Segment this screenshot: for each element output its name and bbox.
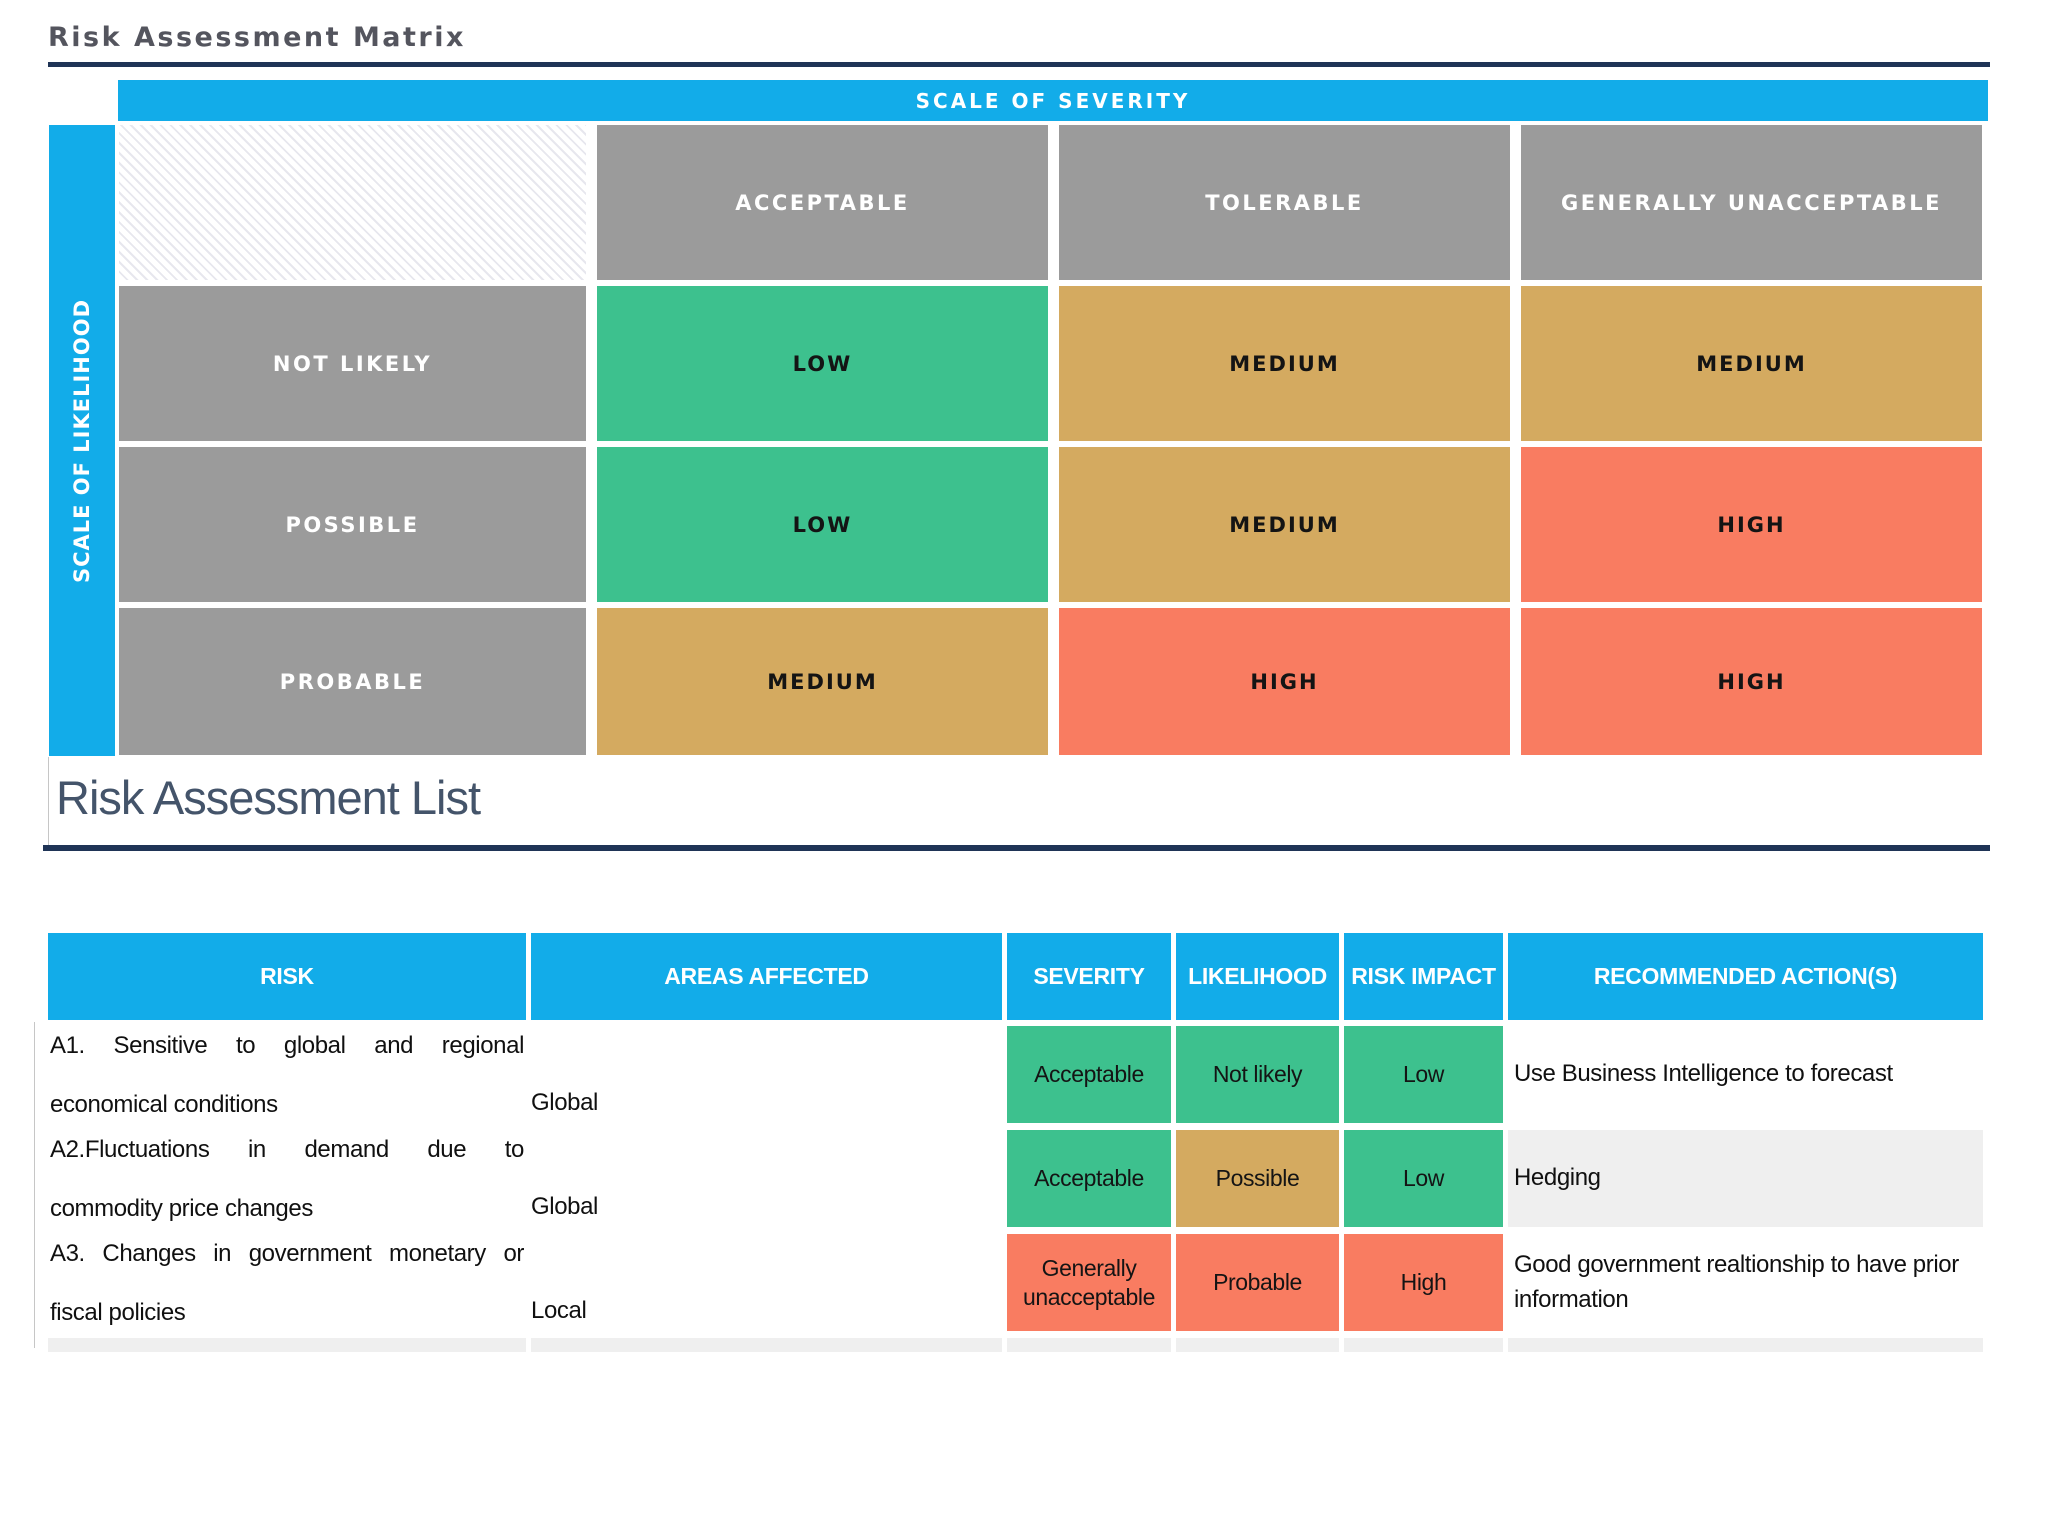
severity-scale-label: SCALE OF SEVERITY bbox=[915, 88, 1191, 113]
empty-cell[interactable] bbox=[1344, 1338, 1503, 1352]
matrix-cell[interactable]: MEDIUM bbox=[1059, 286, 1510, 441]
severity-cell[interactable]: Generally unacceptable bbox=[1007, 1234, 1171, 1331]
list-title: Risk Assessment List bbox=[56, 771, 481, 824]
empty-cell[interactable] bbox=[1007, 1338, 1171, 1352]
matrix-row-header-possible[interactable]: POSSIBLE bbox=[119, 447, 586, 602]
risk-list-header-row: RISK AREAS AFFECTED SEVERITY LIKELIHOOD … bbox=[48, 933, 1988, 1020]
matrix-col-header-tolerable[interactable]: TOLERABLE bbox=[1059, 125, 1510, 280]
matrix-row-header-probable[interactable]: PROBABLE bbox=[119, 608, 586, 755]
area-affected-cell[interactable]: Global bbox=[531, 1089, 598, 1116]
risk-text-line1: A1. Sensitive to global and regional bbox=[50, 1032, 524, 1059]
risk-text-line2: economical conditions bbox=[50, 1091, 278, 1118]
recommended-action-cell[interactable]: Use Business Intelligence to forecast bbox=[1514, 1060, 1893, 1088]
col-header-severity[interactable]: SEVERITY bbox=[1007, 933, 1171, 1020]
matrix-cell[interactable]: HIGH bbox=[1521, 608, 1982, 755]
col-header-risk[interactable]: RISK bbox=[48, 933, 526, 1020]
recommended-action-cell[interactable]: Hedging bbox=[1508, 1130, 1983, 1227]
matrix-col-header-generally-unacceptable[interactable]: GENERALLY UNACCEPTABLE bbox=[1521, 125, 1982, 280]
severity-cell[interactable]: Acceptable bbox=[1007, 1130, 1171, 1227]
col-header-recommended-actions[interactable]: RECOMMENDED ACTION(S) bbox=[1508, 933, 1983, 1020]
matrix-cell[interactable]: HIGH bbox=[1521, 447, 1982, 602]
risk-impact-cell[interactable]: High bbox=[1344, 1234, 1503, 1331]
risk-text-line2: commodity price changes bbox=[50, 1195, 313, 1222]
severity-cell[interactable]: Acceptable bbox=[1007, 1026, 1171, 1123]
risk-list-table: RISK AREAS AFFECTED SEVERITY LIKELIHOOD … bbox=[48, 933, 1988, 1352]
col-header-areas-affected[interactable]: AREAS AFFECTED bbox=[531, 933, 1002, 1020]
matrix-cell[interactable]: HIGH bbox=[1059, 608, 1510, 755]
area-affected-cell[interactable]: Local bbox=[531, 1297, 587, 1324]
empty-cell[interactable] bbox=[531, 1338, 1002, 1352]
severity-scale-header[interactable]: SCALE OF SEVERITY bbox=[118, 80, 1988, 121]
empty-cell[interactable] bbox=[48, 1338, 526, 1352]
risk-text-line2: fiscal policies bbox=[50, 1299, 186, 1326]
gridline bbox=[34, 1022, 35, 1348]
risk-impact-cell[interactable]: Low bbox=[1344, 1130, 1503, 1227]
risk-impact-cell[interactable]: Low bbox=[1344, 1026, 1503, 1123]
risk-text-line1: A2.Fluctuations in demand due to bbox=[50, 1136, 524, 1163]
matrix-cell[interactable]: MEDIUM bbox=[1059, 447, 1510, 602]
likelihood-scale-label: SCALE OF LIKELIHOOD bbox=[70, 298, 94, 583]
table-row: A2.Fluctuations in demand due to commodi… bbox=[48, 1130, 1988, 1227]
empty-row bbox=[48, 1338, 1988, 1352]
matrix-col-header-acceptable[interactable]: ACCEPTABLE bbox=[597, 125, 1048, 280]
likelihood-cell[interactable]: Not likely bbox=[1176, 1026, 1339, 1123]
matrix-title-block: Risk Assessment Matrix bbox=[48, 22, 1990, 67]
matrix-row-header-not-likely[interactable]: NOT LIKELY bbox=[119, 286, 586, 441]
risk-cell[interactable]: A1. Sensitive to global and regional eco… bbox=[48, 1026, 526, 1123]
matrix-cell[interactable]: MEDIUM bbox=[1521, 286, 1982, 441]
area-affected-cell[interactable]: Global bbox=[531, 1193, 598, 1220]
col-header-likelihood[interactable]: LIKELIHOOD bbox=[1176, 933, 1339, 1020]
empty-cell[interactable] bbox=[1176, 1338, 1339, 1352]
likelihood-cell[interactable]: Probable bbox=[1176, 1234, 1339, 1331]
gridline bbox=[48, 757, 49, 845]
matrix-cell[interactable]: MEDIUM bbox=[597, 608, 1048, 755]
table-row: A3. Changes in government monetary or fi… bbox=[48, 1234, 1988, 1331]
matrix-cell[interactable]: LOW bbox=[597, 286, 1048, 441]
table-row: A1. Sensitive to global and regional eco… bbox=[48, 1026, 1988, 1123]
matrix-title: Risk Assessment Matrix bbox=[48, 22, 466, 53]
matrix-cell[interactable]: LOW bbox=[597, 447, 1048, 602]
col-header-risk-impact[interactable]: RISK IMPACT bbox=[1344, 933, 1503, 1020]
recommended-action-cell[interactable]: Good government realtionship to have pri… bbox=[1514, 1250, 1959, 1313]
likelihood-cell[interactable]: Possible bbox=[1176, 1130, 1339, 1227]
risk-cell[interactable]: A3. Changes in government monetary or fi… bbox=[48, 1234, 526, 1331]
risk-cell[interactable]: A2.Fluctuations in demand due to commodi… bbox=[48, 1130, 526, 1227]
matrix-corner-cell[interactable] bbox=[119, 125, 586, 280]
risk-text-line1: A3. Changes in government monetary or bbox=[50, 1240, 524, 1267]
likelihood-scale-header[interactable]: SCALE OF LIKELIHOOD bbox=[49, 125, 115, 756]
list-title-rule bbox=[43, 845, 1990, 851]
empty-cell[interactable] bbox=[1508, 1338, 1983, 1352]
risk-matrix: ACCEPTABLE TOLERABLE GENERALLY UNACCEPTA… bbox=[119, 125, 1982, 755]
